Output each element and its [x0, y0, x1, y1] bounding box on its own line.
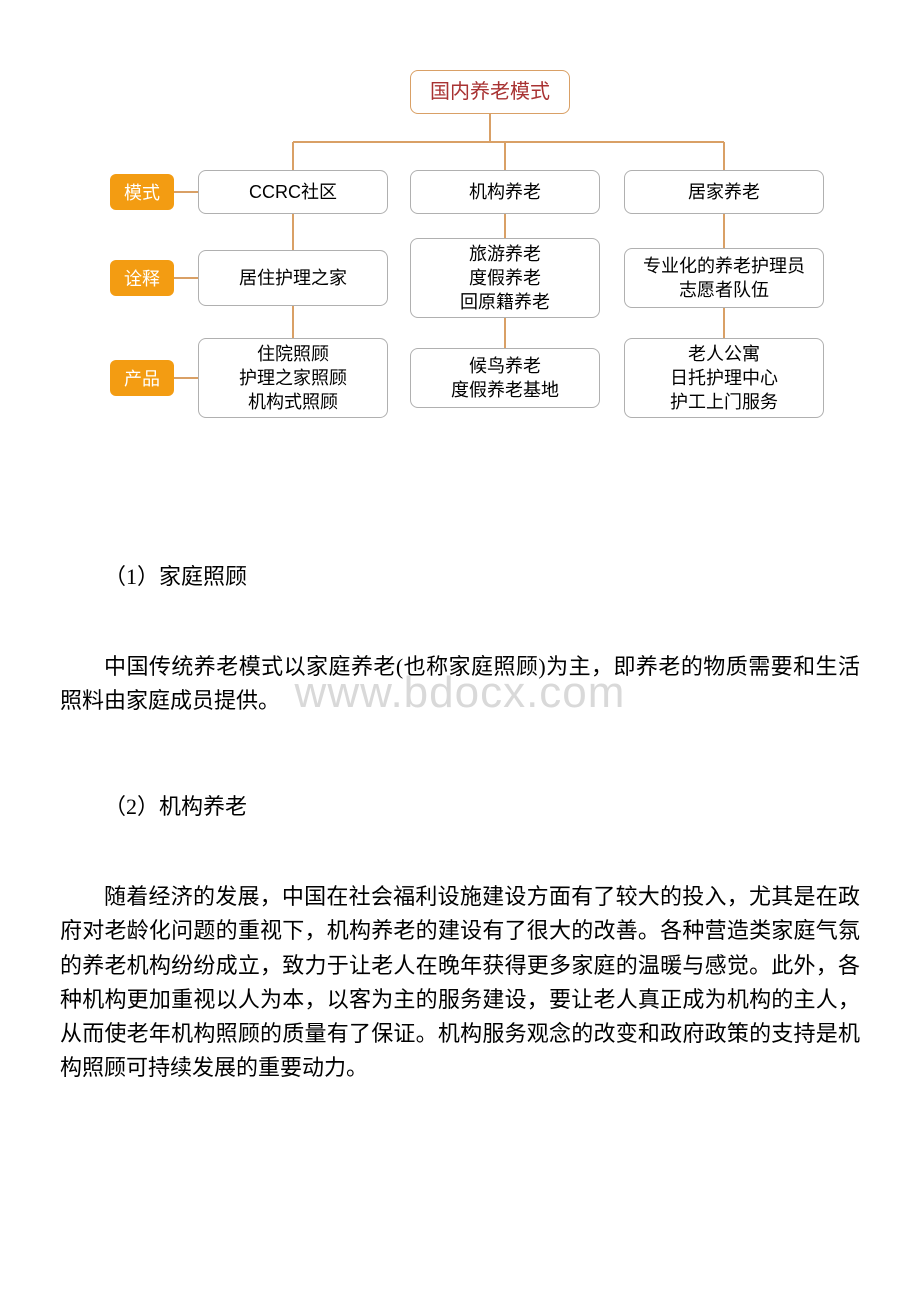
- section-body: 中国传统养老模式以家庭养老(也称家庭照顾)为主，即养老的物质需要和生活照料由家庭…: [60, 650, 860, 718]
- chart-node: 机构养老: [410, 170, 600, 214]
- chart-root: 国内养老模式: [410, 70, 570, 114]
- chart-node: 老人公寓 日托护理中心 护工上门服务: [624, 338, 824, 418]
- chart-node: 居家养老: [624, 170, 824, 214]
- row-label-explain: 诠释: [110, 260, 174, 296]
- chart-node: 候鸟养老 度假养老基地: [410, 348, 600, 408]
- chart-node: CCRC社区: [198, 170, 388, 214]
- chart-node: 住院照顾 护理之家照顾 机构式照顾: [198, 338, 388, 418]
- section-heading: （2）机构养老: [104, 790, 860, 824]
- row-label-product: 产品: [110, 360, 174, 396]
- org-chart: 国内养老模式 模式 诠释 产品 CCRC社区 居住护理之家 住院照顾 护理之家照…: [110, 60, 830, 420]
- document-body: （1）家庭照顾 中国传统养老模式以家庭养老(也称家庭照顾)为主，即养老的物质需要…: [60, 560, 860, 1085]
- row-label-mode: 模式: [110, 174, 174, 210]
- chart-node: 旅游养老 度假养老 回原籍养老: [410, 238, 600, 318]
- chart-node: 居住护理之家: [198, 250, 388, 306]
- section-body: 随着经济的发展，中国在社会福利设施建设方面有了较大的投入，尤其是在政府对老龄化问…: [60, 880, 860, 1085]
- section-heading: （1）家庭照顾: [104, 560, 860, 594]
- chart-node: 专业化的养老护理员 志愿者队伍: [624, 248, 824, 308]
